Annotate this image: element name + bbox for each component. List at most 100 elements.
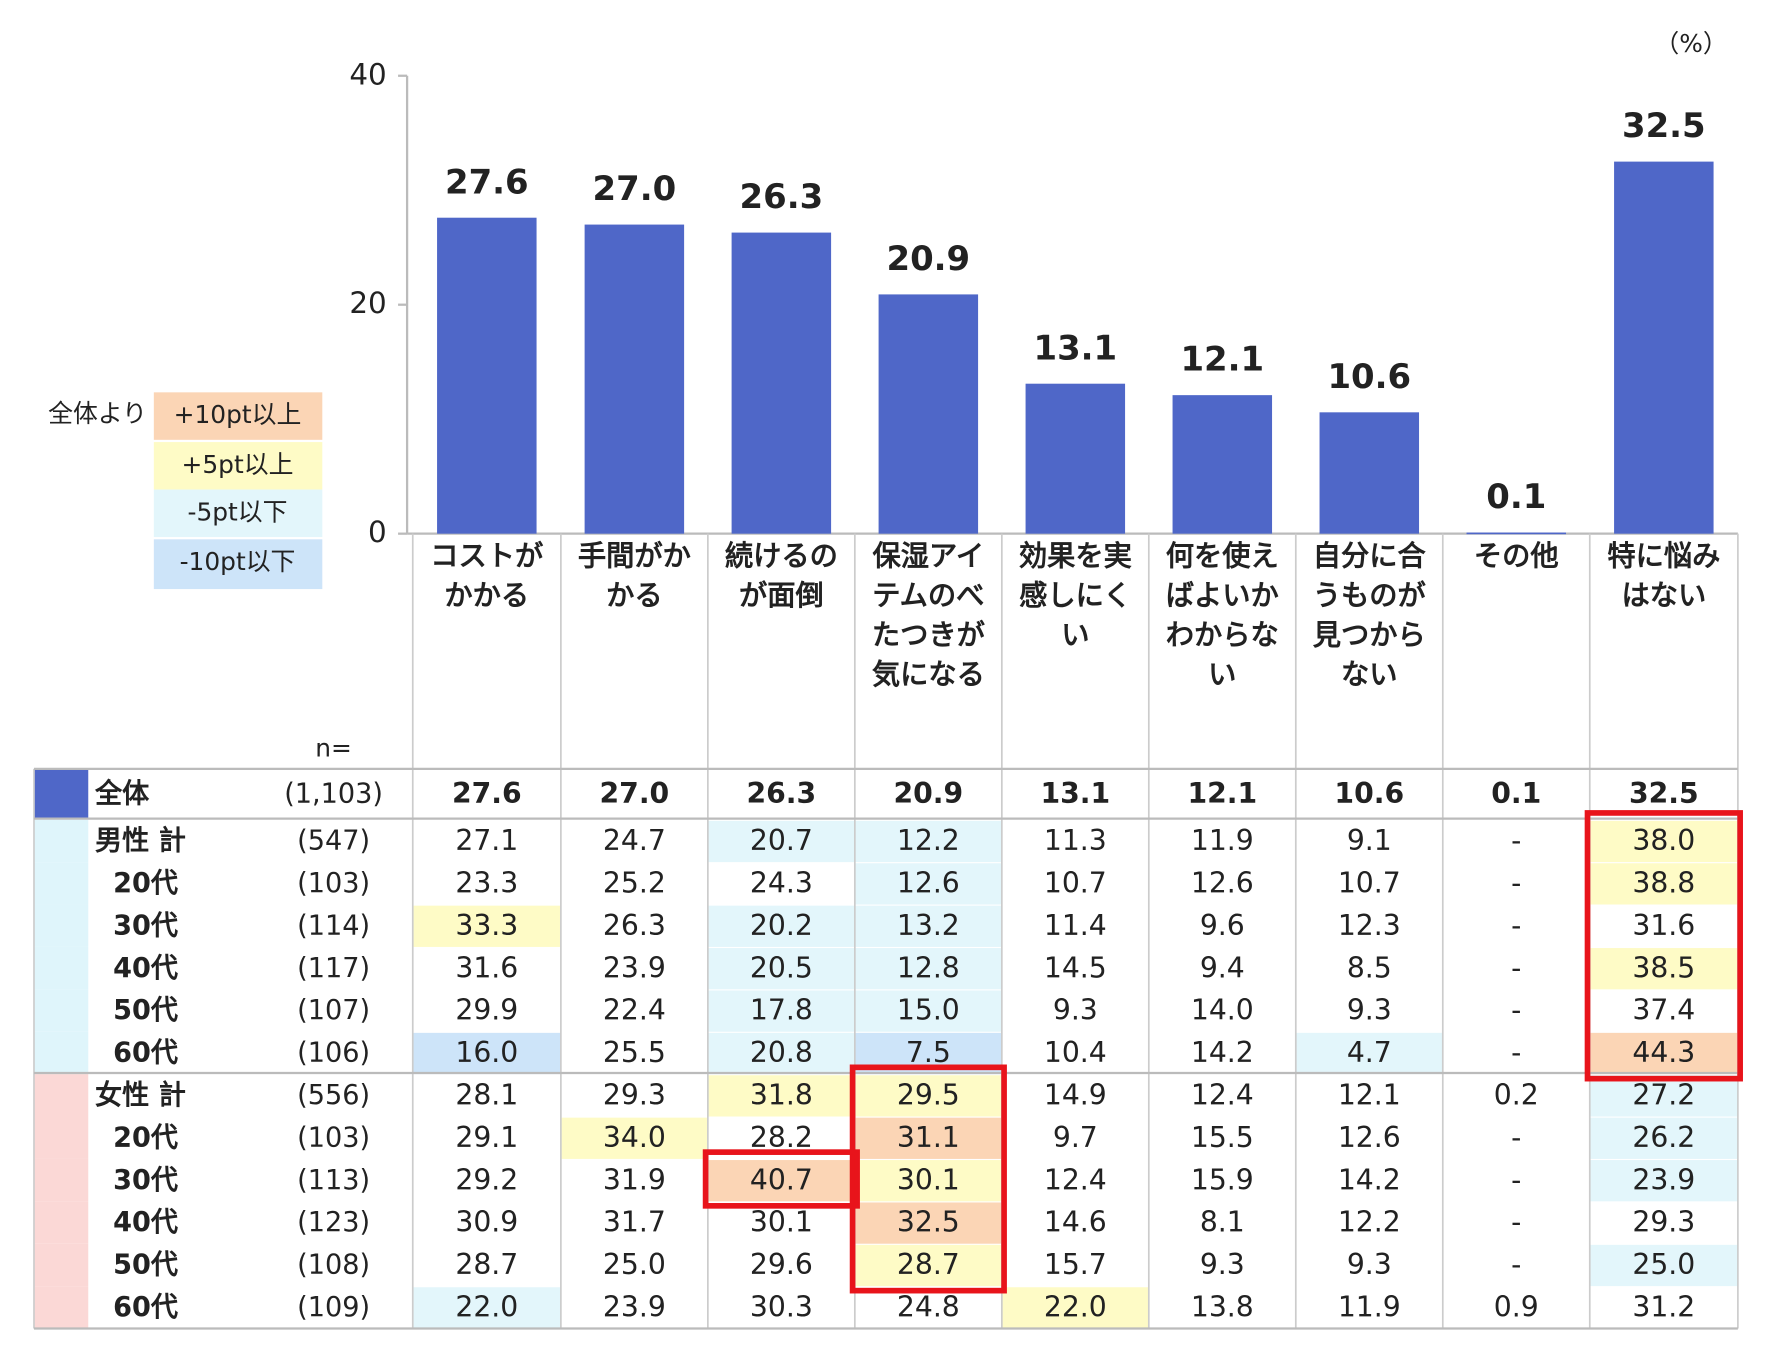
cell: 20.9 — [893, 777, 963, 810]
row-stripe — [33, 1031, 89, 1075]
cell: 29.2 — [455, 1163, 518, 1196]
cell: 0.9 — [1494, 1290, 1539, 1323]
cell-shade — [854, 1117, 1002, 1159]
value-label: 20.9 — [886, 239, 970, 278]
x-tick-label: 自分に合うものが見つからない — [1313, 539, 1427, 691]
highlight-outline — [1584, 810, 1743, 1082]
cell-shade — [854, 1160, 1002, 1202]
cell: 31.6 — [1632, 909, 1695, 942]
cell: 13.8 — [1191, 1290, 1254, 1323]
cell: 9.6 — [1200, 909, 1245, 942]
cell-shade — [854, 863, 1002, 905]
row-stripe — [33, 946, 89, 990]
cell-shade — [1589, 1032, 1738, 1075]
row-label: 女性 計 — [95, 1079, 186, 1111]
x-tick-label: 効果を実感しにくい — [1019, 539, 1132, 651]
cell: 38.0 — [1632, 824, 1695, 857]
row-n: (103) — [297, 868, 370, 899]
cell: 40.7 — [750, 1163, 813, 1196]
cell: - — [1511, 1121, 1521, 1154]
legend-label: +10pt以上 — [174, 400, 302, 429]
cell-shade — [707, 820, 855, 863]
x-tick-label: 手間がかかる — [578, 539, 691, 612]
cell: 28.1 — [455, 1078, 518, 1111]
cell: 31.1 — [897, 1121, 960, 1154]
cell-shade — [412, 1032, 561, 1075]
legend-label: -10pt以下 — [180, 547, 296, 576]
cell: 17.8 — [750, 994, 813, 1027]
row-n: (108) — [297, 1250, 370, 1281]
cell: 10.6 — [1334, 777, 1404, 810]
cell: 22.4 — [603, 994, 666, 1027]
cell: 33.3 — [455, 909, 518, 942]
cell: 22.0 — [455, 1290, 518, 1323]
cell: 9.3 — [1347, 1248, 1392, 1281]
row-label: 20代 — [113, 868, 178, 899]
row-stripe — [33, 1158, 89, 1202]
x-tick-label: 保湿アイテムのべたつきが気になる — [872, 539, 986, 691]
cell: 12.3 — [1338, 909, 1401, 942]
cell-shade — [412, 905, 561, 947]
cell: - — [1511, 1163, 1521, 1196]
cell: 8.1 — [1200, 1206, 1245, 1239]
row-n: (123) — [297, 1207, 370, 1238]
n-label: n= — [315, 734, 352, 763]
cell: 38.5 — [1632, 951, 1695, 984]
cell: 12.2 — [1338, 1206, 1401, 1239]
x-tick-label: 特に悩みはない — [1607, 539, 1720, 612]
cell-shade — [854, 905, 1002, 947]
row-label: 20代 — [113, 1122, 178, 1153]
row-label: 30代 — [113, 1165, 178, 1196]
cell: 14.0 — [1191, 994, 1254, 1027]
cell: 30.1 — [897, 1163, 960, 1196]
cell: 31.2 — [1632, 1290, 1695, 1323]
cell: 29.3 — [1632, 1206, 1695, 1239]
cell: 15.9 — [1191, 1163, 1254, 1196]
value-label: 27.0 — [593, 169, 677, 208]
cell: 10.7 — [1044, 866, 1107, 899]
row-stripe — [33, 1243, 89, 1287]
bar — [1172, 395, 1273, 534]
cell: 10.4 — [1044, 1036, 1107, 1069]
cell-shade — [854, 948, 1002, 990]
cell: 14.2 — [1191, 1036, 1254, 1069]
highlight-outline — [849, 1064, 1007, 1294]
cell: 13.2 — [897, 909, 960, 942]
value-label: 26.3 — [740, 177, 824, 216]
cell: 20.7 — [750, 824, 813, 857]
row-n: (547) — [297, 826, 370, 857]
row-label: 男性 計 — [95, 825, 186, 857]
cell: 11.3 — [1044, 824, 1107, 857]
cell: 37.4 — [1632, 994, 1695, 1027]
value-label: 32.5 — [1622, 106, 1706, 145]
y-tick-label: 0 — [368, 515, 387, 549]
cell: 23.9 — [603, 951, 666, 984]
cell: 31.6 — [455, 951, 518, 984]
cell-shade — [1589, 1075, 1738, 1117]
bar — [437, 217, 537, 534]
cell-shade — [1001, 1287, 1149, 1329]
legend-swatch — [153, 539, 323, 590]
cell: 20.8 — [750, 1036, 813, 1069]
cell: - — [1511, 866, 1521, 899]
y-tick-label: 20 — [349, 286, 386, 320]
row-label: 50代 — [113, 1250, 178, 1281]
cell: - — [1511, 1036, 1521, 1069]
row-stripe — [33, 768, 89, 819]
cell: 26.3 — [746, 777, 816, 810]
cell: 27.2 — [1632, 1078, 1695, 1111]
cell: 14.2 — [1338, 1163, 1401, 1196]
cell: - — [1511, 824, 1521, 857]
x-tick-label: コストがかかる — [430, 539, 544, 612]
cell-shade — [1589, 948, 1738, 990]
row-n: (556) — [297, 1080, 370, 1111]
cell: 11.9 — [1338, 1290, 1401, 1323]
cell: 10.7 — [1338, 866, 1401, 899]
cell-shade — [1589, 820, 1738, 863]
bar — [878, 294, 979, 534]
cell-shade — [854, 1075, 1002, 1117]
bar — [1466, 532, 1567, 535]
cell: 9.4 — [1200, 951, 1245, 984]
cell-shade — [707, 1160, 855, 1202]
